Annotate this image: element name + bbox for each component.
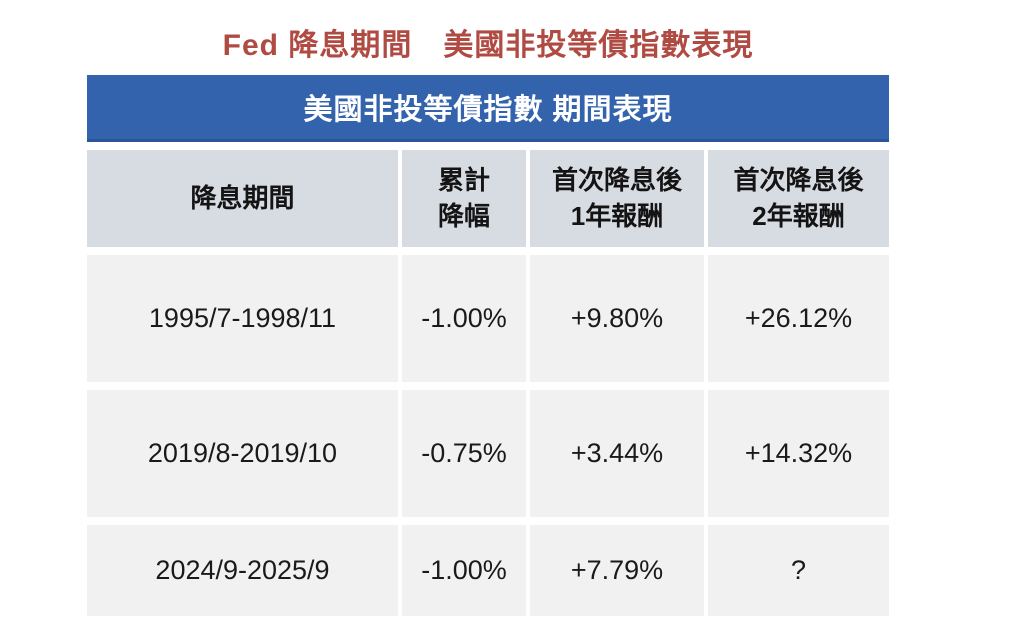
cumulative-cut-cell: -0.75% xyxy=(402,390,526,517)
year1-return-cell: +9.80% xyxy=(530,255,704,382)
header-cell-period: 降息期間 xyxy=(87,150,398,247)
year2-return-cell: +26.12% xyxy=(708,255,889,382)
period-cell: 1995/7-1998/11 xyxy=(87,255,398,382)
year1-return-cell: +7.79% xyxy=(530,525,704,616)
table-row: 2024/9-2025/9 -1.00% +7.79% ? xyxy=(87,525,889,616)
cumulative-cut-cell: -1.00% xyxy=(402,255,526,382)
page-title: Fed 降息期間 美國非投等債指數表現 xyxy=(222,29,754,62)
period-cell: 2024/9-2025/9 xyxy=(87,525,398,616)
year2-return-cell: +14.32% xyxy=(708,390,889,517)
year1-return-cell: +3.44% xyxy=(530,390,704,517)
year2-return-cell: ? xyxy=(708,525,889,616)
performance-table: 美國非投等債指數 期間表現 降息期間 累計 降幅 首次降息後 1年報酬 首次降息… xyxy=(87,75,889,624)
header-row: 降息期間 累計 降幅 首次降息後 1年報酬 首次降息後 2年報酬 xyxy=(87,150,889,247)
table-row: 2019/8-2019/10 -0.75% +3.44% +14.32% xyxy=(87,390,889,517)
cumulative-cut-cell: -1.00% xyxy=(402,525,526,616)
period-cell: 2019/8-2019/10 xyxy=(87,390,398,517)
header-cell-year1-return: 首次降息後 1年報酬 xyxy=(530,150,704,247)
table-row: 1995/7-1998/11 -1.00% +9.80% +26.12% xyxy=(87,255,889,382)
header-cell-cumulative-cut: 累計 降幅 xyxy=(402,150,526,247)
table-banner: 美國非投等債指數 期間表現 xyxy=(87,75,889,142)
header-cell-year2-return: 首次降息後 2年報酬 xyxy=(708,150,889,247)
